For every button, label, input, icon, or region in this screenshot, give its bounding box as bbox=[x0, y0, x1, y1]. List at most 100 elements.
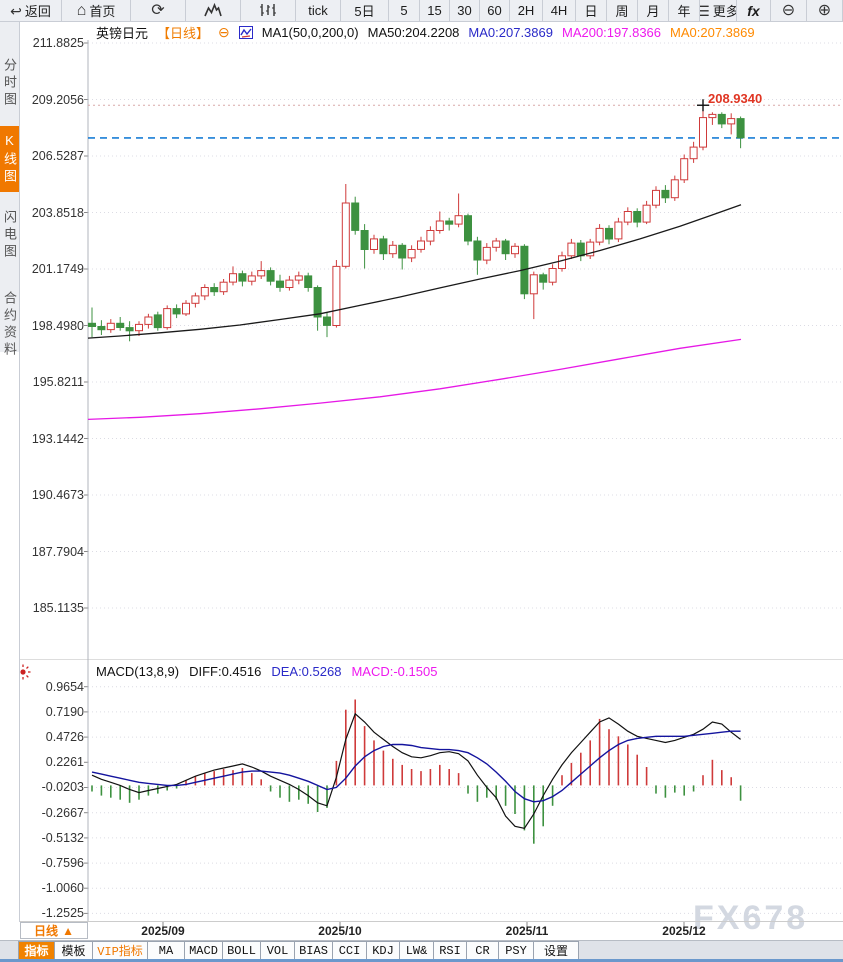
toolbar-button-month[interactable]: 月 bbox=[638, 0, 669, 21]
sidebar-item-lightning-chart[interactable]: 闪电图 bbox=[2, 209, 17, 261]
toolbar-button-zoom-in[interactable]: ⊕ bbox=[807, 0, 843, 21]
macd-axis-label: 0.4726 bbox=[45, 730, 84, 744]
macd-axis-label: 0.9654 bbox=[45, 680, 84, 694]
menu-icon: ☰ bbox=[700, 4, 710, 18]
toolbar-button-more[interactable]: ☰更多 bbox=[700, 0, 737, 21]
toolbar-button-zoom-out[interactable]: ⊖ bbox=[771, 0, 807, 21]
macd-axis-label: 0.2261 bbox=[45, 755, 84, 769]
tab-VOL[interactable]: VOL bbox=[261, 941, 295, 960]
period-selector-label: 日线 bbox=[34, 924, 59, 938]
toolbar-button-30[interactable]: 30 bbox=[450, 0, 480, 21]
toolbar-button-candle-chart[interactable] bbox=[241, 0, 296, 21]
price-axis-label: 185.1135 bbox=[32, 601, 84, 615]
toolbar-button-fx[interactable]: fx bbox=[737, 0, 771, 21]
toolbar-button-60[interactable]: 60 bbox=[480, 0, 510, 21]
candles-layer bbox=[88, 105, 745, 342]
toolbar-button-5[interactable]: 5 bbox=[389, 0, 420, 21]
toolbar-label-back: 返回 bbox=[24, 4, 51, 19]
x-axis-month-label: 2025/10 bbox=[318, 924, 362, 938]
x-axis-month-label: 2025/11 bbox=[505, 924, 549, 938]
tab-KDJ[interactable]: KDJ bbox=[367, 941, 400, 960]
price-axis-label: 201.1749 bbox=[31, 262, 84, 276]
macd-axis-label: -1.0060 bbox=[41, 881, 84, 895]
toolbar-button-tick[interactable]: tick bbox=[296, 0, 341, 21]
price-gridlines bbox=[84, 42, 843, 609]
toolbar-button-home[interactable]: ⌂ 首页 bbox=[62, 0, 131, 21]
ma200-value: MA200:197.8366 bbox=[561, 24, 662, 40]
period-label: 【日线】 bbox=[157, 25, 210, 41]
macd-axis-label: 0.7190 bbox=[45, 705, 84, 719]
toolbar-button-year[interactable]: 年 bbox=[669, 0, 700, 21]
tab-CCI[interactable]: CCI bbox=[333, 941, 367, 960]
tab-BIAS[interactable]: BIAS bbox=[295, 941, 333, 960]
sidebar-item-kline-chart[interactable]: K线图 bbox=[0, 126, 19, 192]
toolbar-button-5d[interactable]: 5日 bbox=[341, 0, 389, 21]
price-axis-label: 190.4673 bbox=[31, 488, 84, 502]
back-arrow-icon: ↩ bbox=[10, 2, 22, 19]
macd-legend: MACD(13,8,9) DIFF:0.4516 DEA:0.5268 MACD… bbox=[96, 664, 437, 679]
tab-VIP指标[interactable]: VIP指标 bbox=[93, 941, 148, 960]
toolbar-label-month: 月 bbox=[646, 4, 660, 19]
macd-gridlines bbox=[84, 686, 843, 914]
toolbar-label-more: 更多 bbox=[712, 4, 737, 19]
toolbar-label-5: 5 bbox=[400, 3, 408, 18]
bottom-edge-strip bbox=[0, 959, 843, 962]
ma50-line bbox=[87, 204, 742, 339]
tab-LW&[interactable]: LW& bbox=[400, 941, 434, 960]
mini-chart-icon[interactable] bbox=[238, 25, 253, 39]
toolbar-label-15: 15 bbox=[427, 3, 442, 18]
tab-MA[interactable]: MA bbox=[148, 941, 185, 960]
tab-指标[interactable]: 指标 bbox=[18, 941, 55, 960]
macd-dea-line bbox=[91, 730, 741, 803]
tab-MACD[interactable]: MACD bbox=[185, 941, 223, 960]
toolbar-button-2h[interactable]: 2H bbox=[510, 0, 543, 21]
price-axis-label: 206.5287 bbox=[31, 149, 84, 163]
macd-title: MACD(13,8,9) bbox=[96, 664, 180, 679]
toolbar-button-day[interactable]: 日 bbox=[576, 0, 607, 21]
sidebar-item-contract-info[interactable]: 合约资料 bbox=[2, 291, 17, 359]
macd-axis-label: -0.5132 bbox=[41, 831, 84, 845]
x-axis-month-label: 2025/09 bbox=[141, 924, 185, 938]
chart-type-sidebar: 分时图 K线图闪电图合约资料 bbox=[0, 22, 20, 922]
toolbar-label-fx: fx bbox=[747, 2, 760, 19]
collapse-icon[interactable]: ⊖ bbox=[218, 23, 230, 40]
toolbar-button-15[interactable]: 15 bbox=[420, 0, 450, 21]
indicator-tabbar: 指标 模板 VIP指标 MA MACD BOLL VOL BIAS CCI KDJ LW& RSI CR… bbox=[0, 940, 843, 960]
ma50-value: MA50:204.2208 bbox=[367, 24, 460, 40]
tab-RSI[interactable]: RSI bbox=[434, 941, 467, 960]
macd-dea-value: DEA:0.5268 bbox=[271, 664, 342, 679]
tab-CR[interactable]: CR bbox=[467, 941, 499, 960]
toolbar-label-week: 周 bbox=[615, 4, 629, 19]
triangle-up-icon: ▲ bbox=[62, 923, 74, 938]
tab-PSY[interactable]: PSY bbox=[499, 941, 534, 960]
ma200-line bbox=[87, 338, 742, 421]
toolbar-button-time-chart[interactable] bbox=[186, 0, 241, 21]
toolbar-label-60: 60 bbox=[487, 3, 502, 18]
month-ticks bbox=[162, 922, 685, 927]
period-selector[interactable]: 日线 ▲ bbox=[20, 922, 88, 939]
toolbar-label-30: 30 bbox=[457, 3, 472, 18]
tab-BOLL[interactable]: BOLL bbox=[223, 941, 261, 960]
home-icon: ⌂ bbox=[76, 1, 87, 19]
price-axis-label: 198.4980 bbox=[31, 319, 84, 333]
macd-axis-label: -0.2667 bbox=[41, 806, 84, 820]
toolbar-button-back[interactable]: ↩ 返回 bbox=[0, 0, 62, 21]
tab-设置[interactable]: 设置 bbox=[534, 941, 579, 960]
ma-settings: MA1(50,0,200,0) bbox=[261, 24, 359, 40]
tab-模板[interactable]: 模板 bbox=[55, 941, 93, 960]
toolbar-label-year: 年 bbox=[677, 4, 691, 19]
toolbar-button-refresh[interactable]: ⟳ bbox=[131, 0, 186, 21]
price-axis-label: 203.8518 bbox=[31, 206, 84, 220]
candlestick-icon bbox=[259, 3, 277, 19]
price-axis-label: 209.2056 bbox=[31, 93, 84, 107]
sidebar-item-time-chart[interactable]: 分时图 bbox=[2, 57, 17, 109]
toolbar-label-4h: 4H bbox=[550, 3, 568, 18]
macd-axis-label: -1.2525 bbox=[41, 906, 84, 920]
toolbar-button-week[interactable]: 周 bbox=[607, 0, 638, 21]
macd-diff-line bbox=[91, 712, 741, 829]
high-cross-marker bbox=[697, 99, 709, 112]
toolbar-button-4h[interactable]: 4H bbox=[543, 0, 576, 21]
price-axis-label: 187.7904 bbox=[31, 545, 84, 559]
